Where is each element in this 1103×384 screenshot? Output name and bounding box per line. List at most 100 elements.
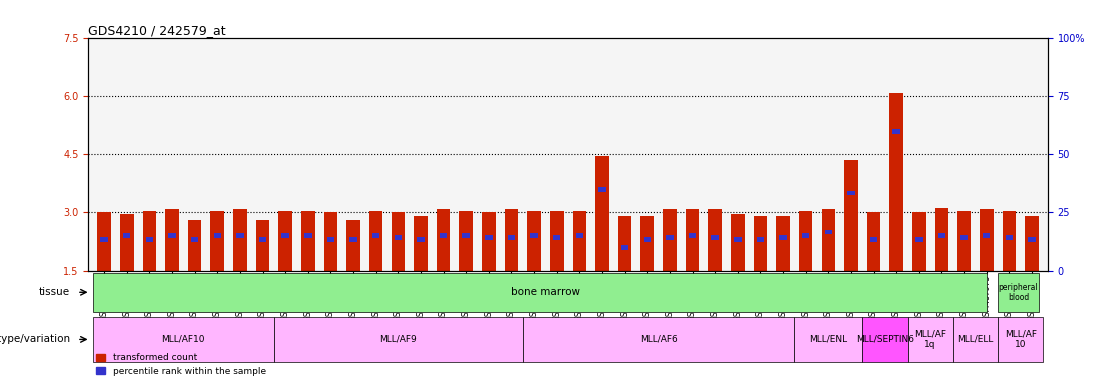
Bar xyxy=(576,233,583,238)
FancyBboxPatch shape xyxy=(794,316,863,362)
Bar xyxy=(368,210,383,270)
Bar xyxy=(961,235,967,240)
FancyBboxPatch shape xyxy=(523,316,794,362)
Bar xyxy=(596,156,609,270)
Legend: transformed count, percentile rank within the sample: transformed count, percentile rank withi… xyxy=(93,350,269,379)
Bar xyxy=(507,235,515,240)
Bar xyxy=(1006,235,1014,240)
Bar xyxy=(621,245,629,250)
Bar xyxy=(462,233,470,238)
Bar xyxy=(350,237,356,242)
Bar xyxy=(414,215,428,270)
Text: MLL/SEPTIN6: MLL/SEPTIN6 xyxy=(856,335,914,344)
Bar xyxy=(323,212,338,270)
Bar xyxy=(142,210,157,270)
Bar xyxy=(531,233,538,238)
Bar xyxy=(233,209,247,270)
Bar xyxy=(97,212,111,270)
Text: MLL/AF
1q: MLL/AF 1q xyxy=(914,330,946,349)
Text: MLL/AF
10: MLL/AF 10 xyxy=(1005,330,1037,349)
Bar xyxy=(1025,215,1039,270)
Bar xyxy=(938,233,945,238)
Bar xyxy=(892,129,900,134)
FancyBboxPatch shape xyxy=(863,316,908,362)
Bar xyxy=(392,212,405,270)
Bar xyxy=(777,216,790,270)
FancyBboxPatch shape xyxy=(93,273,987,312)
Bar xyxy=(572,210,586,270)
Text: MLL/AF10: MLL/AF10 xyxy=(161,335,205,344)
FancyBboxPatch shape xyxy=(998,273,1039,312)
Bar xyxy=(259,237,266,242)
Bar xyxy=(372,233,379,238)
Text: MLL/AF9: MLL/AF9 xyxy=(379,335,417,344)
Bar xyxy=(618,215,631,270)
Bar xyxy=(666,235,674,240)
Bar xyxy=(417,237,425,242)
Bar xyxy=(437,209,450,270)
Bar xyxy=(120,214,133,270)
Bar xyxy=(889,93,903,270)
Bar xyxy=(236,233,244,238)
Bar xyxy=(979,209,994,270)
Bar xyxy=(211,210,224,270)
Bar xyxy=(278,210,292,270)
Bar xyxy=(757,237,764,242)
Bar xyxy=(825,230,832,234)
Bar xyxy=(256,220,269,270)
Bar xyxy=(169,233,175,238)
Bar xyxy=(643,237,651,242)
Bar xyxy=(688,233,696,238)
Text: bone marrow: bone marrow xyxy=(511,287,580,297)
Text: tissue: tissue xyxy=(39,287,71,297)
Bar xyxy=(844,160,858,270)
Bar xyxy=(301,210,314,270)
Bar xyxy=(663,209,676,270)
Bar xyxy=(1003,210,1016,270)
Bar xyxy=(731,214,745,270)
Bar xyxy=(553,235,560,240)
Bar xyxy=(100,237,108,242)
Bar xyxy=(957,210,971,270)
Bar xyxy=(641,215,654,270)
Bar xyxy=(822,209,835,270)
Bar xyxy=(915,237,922,242)
FancyBboxPatch shape xyxy=(908,316,953,362)
FancyBboxPatch shape xyxy=(953,316,998,362)
Bar xyxy=(505,209,518,270)
Bar xyxy=(527,210,540,270)
FancyBboxPatch shape xyxy=(998,316,1043,362)
Bar xyxy=(802,233,810,238)
Bar xyxy=(122,233,130,238)
Bar xyxy=(550,210,564,270)
Bar xyxy=(686,209,699,270)
Bar xyxy=(191,237,199,242)
Bar xyxy=(753,215,768,270)
Bar xyxy=(780,235,786,240)
Bar xyxy=(165,209,179,270)
Bar xyxy=(485,235,493,240)
Bar xyxy=(440,233,448,238)
Text: MLL/AF6: MLL/AF6 xyxy=(640,335,677,344)
Bar xyxy=(304,233,311,238)
Bar xyxy=(146,237,153,242)
Text: MLL/ELL: MLL/ELL xyxy=(957,335,994,344)
Text: genotype/variation: genotype/variation xyxy=(0,334,71,344)
Bar xyxy=(326,237,334,242)
Bar xyxy=(460,210,473,270)
Text: peripheral
blood: peripheral blood xyxy=(998,283,1038,302)
Bar xyxy=(395,235,401,240)
FancyBboxPatch shape xyxy=(274,316,523,362)
Bar xyxy=(735,237,741,242)
Bar xyxy=(708,209,722,270)
Bar xyxy=(983,233,990,238)
Bar xyxy=(847,191,855,195)
Bar xyxy=(799,210,813,270)
Bar xyxy=(711,235,719,240)
Bar xyxy=(1028,237,1036,242)
Bar xyxy=(870,237,877,242)
Text: MLL/ENL: MLL/ENL xyxy=(810,335,847,344)
Bar xyxy=(598,187,606,192)
Bar xyxy=(482,212,495,270)
Bar xyxy=(214,233,221,238)
